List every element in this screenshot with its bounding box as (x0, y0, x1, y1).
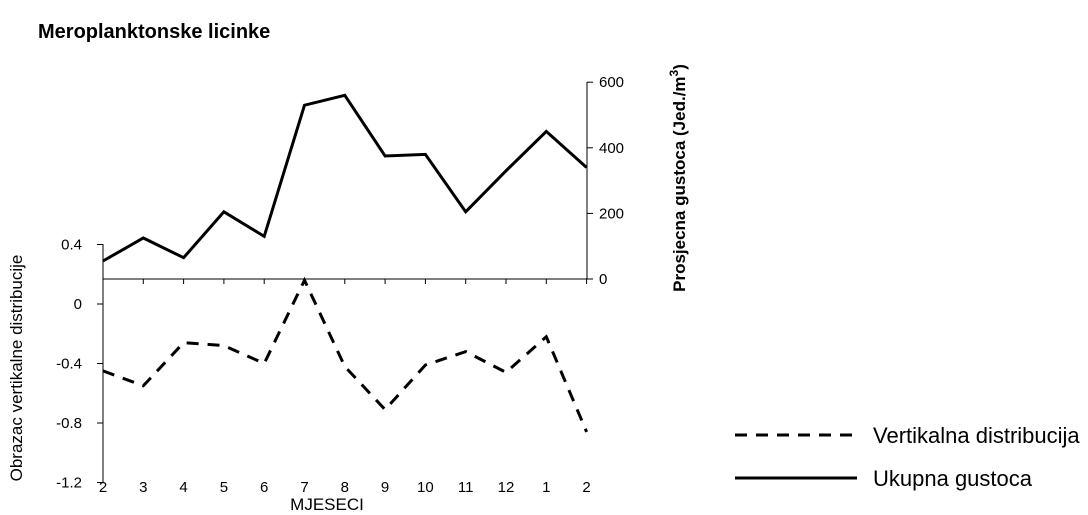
x-tick-label: 5 (220, 479, 228, 496)
legend-label-dashed: Vertikalna distribucija (873, 423, 1080, 448)
x-tick-label: 11 (458, 479, 474, 496)
x-tick-label: 8 (341, 479, 349, 496)
left-tick-label: 0.4 (61, 237, 82, 254)
left-tick-label: -0.8 (56, 415, 82, 432)
left-axis-title: Obrazac vertikalne distribucije (7, 255, 26, 482)
legend-item-dashed: Vertikalna distribucija (735, 423, 1080, 448)
right-axis: 600 400 200 0 Prosjecna gustoca (Jed./m3) (586, 64, 689, 292)
right-axis-title: Prosjecna gustoca (Jed./m3) (667, 64, 689, 292)
right-tick-label: 400 (599, 140, 624, 157)
right-tick-label: 600 (599, 74, 624, 91)
x-tick-label: 1 (542, 479, 550, 496)
left-tick-label: 0 (74, 296, 82, 313)
right-tick-label: 0 (599, 271, 607, 288)
x-tick-label: 7 (300, 479, 308, 496)
x-tick-label: 4 (179, 479, 187, 496)
x-axis: 2 3 4 5 6 7 8 9 10 11 12 1 2 MJESECI (99, 278, 591, 514)
series-layer (102, 93, 588, 433)
series-line-vertikalna (102, 276, 588, 433)
x-tick-label: 9 (381, 479, 389, 496)
x-tick-label: 10 (417, 479, 434, 496)
legend: Vertikalna distribucija Ukupna gustoca (735, 423, 1080, 491)
legend-item-solid: Ukupna gustoca (735, 466, 1033, 491)
x-tick-label: 3 (139, 479, 147, 496)
chart-title: Meroplanktonske licinke (38, 21, 270, 43)
series-line-ukupna (102, 93, 588, 263)
x-tick-label: 2 (582, 479, 590, 496)
left-tick-label: -1.2 (56, 475, 82, 492)
x-axis-title: MJESECI (290, 495, 364, 514)
x-tick-label: 12 (498, 479, 515, 496)
x-tick-label: 6 (260, 479, 268, 496)
legend-label-solid: Ukupna gustoca (873, 466, 1033, 491)
right-tick-label: 200 (599, 205, 624, 222)
left-tick-label: -0.4 (56, 356, 82, 373)
left-axis: 0.4 0 -0.4 -0.8 -1.2 Obrazac vertikalne dist… (7, 237, 104, 492)
x-tick-label: 2 (99, 479, 107, 496)
